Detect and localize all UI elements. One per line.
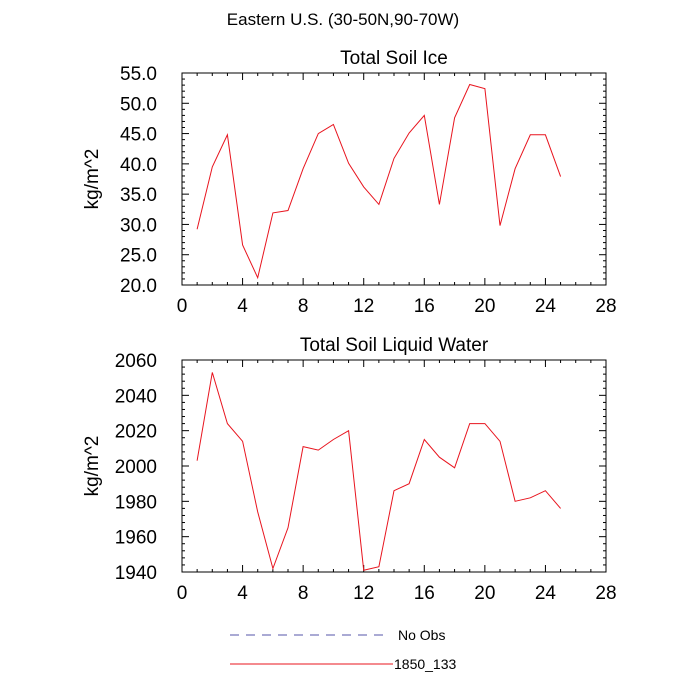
y-axis-label: kg/m^2 — [82, 149, 103, 210]
chart-panels: Total Soil Ice 0 4 8 12 16 20 24 28 20.0 25.0 30.0 3… — [82, 48, 617, 604]
x-tick-label: 24 — [535, 583, 557, 604]
panel-title: Total Soil Liquid Water — [300, 335, 489, 356]
x-tick-label: 28 — [595, 296, 616, 317]
chart-panel-1: Total Soil Ice 0 4 8 12 16 20 24 28 20.0 25.0 30.0 3… — [82, 48, 617, 317]
x-tick-label: 0 — [177, 296, 188, 317]
y-tick-label: 2000 — [115, 457, 157, 478]
y-tick-label: 55.0 — [120, 64, 157, 85]
y-tick-label: 20.0 — [120, 276, 157, 297]
y-tick-label: 25.0 — [120, 246, 157, 267]
y-tick-label: 35.0 — [120, 185, 157, 206]
x-tick-label: 8 — [298, 296, 309, 317]
y-axis-label: kg/m^2 — [82, 436, 103, 497]
y-tick-label: 2040 — [115, 386, 157, 407]
x-tick-label: 12 — [353, 583, 374, 604]
x-tick-label: 20 — [474, 296, 495, 317]
y-tick-label: 50.0 — [120, 94, 157, 115]
series-line-1850-133 — [196, 372, 561, 571]
y-tick-label: 2020 — [115, 422, 157, 443]
plot-frame — [181, 72, 607, 286]
legend-label-no-obs: No Obs — [398, 627, 445, 643]
series-line-1850-133 — [196, 83, 562, 280]
y-tick-label: 1960 — [115, 528, 157, 549]
y-tick-label: 40.0 — [120, 155, 157, 176]
x-tick-label: 24 — [535, 296, 557, 317]
legend: No Obs 1850_133 — [230, 627, 457, 672]
x-tick-label: 4 — [237, 296, 248, 317]
y-tick-label: 1980 — [115, 492, 157, 513]
y-tick-label: 2060 — [115, 351, 157, 372]
x-tick-label: 28 — [595, 583, 616, 604]
y-tick-label: 30.0 — [120, 215, 157, 236]
y-tick-label: 45.0 — [120, 125, 157, 146]
x-tick-label: 0 — [177, 583, 188, 604]
x-tick-label: 12 — [353, 296, 374, 317]
chart-panel-2: Total Soil Liquid Water 0 4 8 12 16 20 24 28 1940… — [82, 335, 617, 604]
x-tick-label: 16 — [414, 296, 435, 317]
figure-title: Eastern U.S. (30-50N,90-70W) — [227, 10, 459, 29]
plot-frame — [181, 359, 607, 573]
y-tick-label: 1940 — [115, 563, 157, 584]
x-tick-label: 8 — [298, 583, 309, 604]
legend-label-1850-133: 1850_133 — [394, 656, 457, 672]
x-tick-label: 20 — [474, 583, 495, 604]
panel-title: Total Soil Ice — [340, 48, 448, 69]
x-tick-label: 16 — [414, 583, 435, 604]
x-tick-label: 4 — [237, 583, 248, 604]
